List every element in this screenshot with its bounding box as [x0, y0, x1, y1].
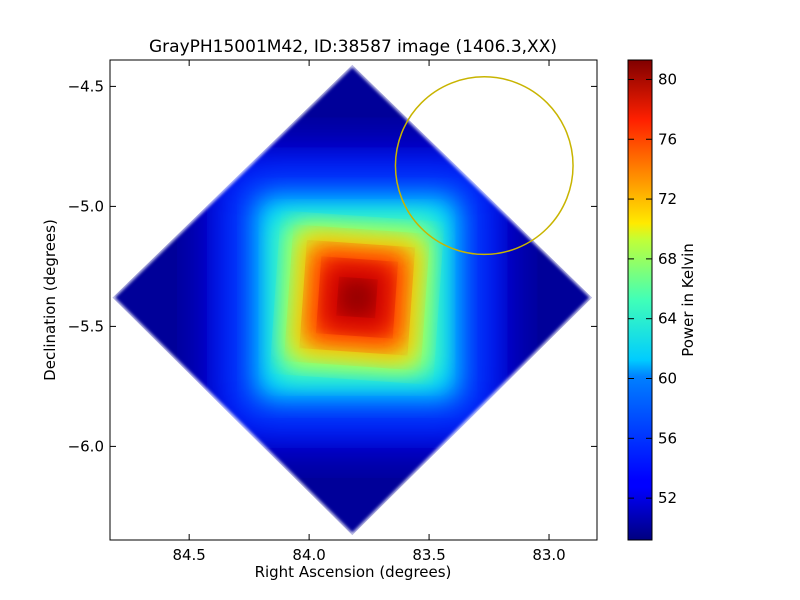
colorbar-ticks: 52 56 60 64 68 72 76 80: [628, 70, 677, 507]
y-tick-label: −6.0: [68, 437, 104, 455]
y-tick-label: −5.0: [68, 197, 104, 215]
x-tick-label: 83.5: [412, 546, 445, 564]
x-tick-label: 84.5: [172, 546, 205, 564]
heatmap-field: [110, 63, 594, 537]
x-tick-label: 83.0: [532, 546, 565, 564]
y-tick-label: −4.5: [68, 77, 104, 95]
colorbar-tick-label: 80: [658, 70, 677, 88]
colorbar-tick-label: 60: [658, 370, 677, 388]
x-tick-label: 84.0: [292, 546, 325, 564]
colorbar: 52 56 60 64 68 72 76 80 Power in Kelvin: [627, 59, 697, 541]
plot-frame: [109, 59, 598, 541]
colorbar-tick-label: 52: [658, 489, 677, 507]
heatmap-level: [340, 280, 374, 315]
colorbar-gradient: [627, 59, 653, 541]
x-axis-label: Right Ascension (degrees): [255, 563, 452, 581]
plot-area: [110, 60, 597, 540]
annotation-circle: [394, 76, 574, 256]
colorbar-tick-label: 72: [658, 190, 677, 208]
colorbar-tick-label: 76: [658, 130, 677, 148]
heatmap-layers: [112, 64, 593, 536]
y-tick-label: −5.5: [68, 317, 104, 335]
colorbar-tick-label: 64: [658, 310, 677, 328]
heatmap-edge: [110, 63, 594, 537]
colorbar-tick-label: 68: [658, 250, 677, 268]
y-axis-label: Declination (degrees): [41, 219, 59, 381]
x-axis: 84.5 84.0 83.5 83.0: [172, 60, 566, 564]
chart-title: GrayPH15001M42, ID:38587 image (1406.3,X…: [149, 37, 557, 57]
y-axis: −4.5 −5.0 −5.5 −6.0: [68, 77, 597, 455]
colorbar-label: Power in Kelvin: [679, 243, 697, 357]
colorbar-tick-label: 56: [658, 429, 677, 447]
